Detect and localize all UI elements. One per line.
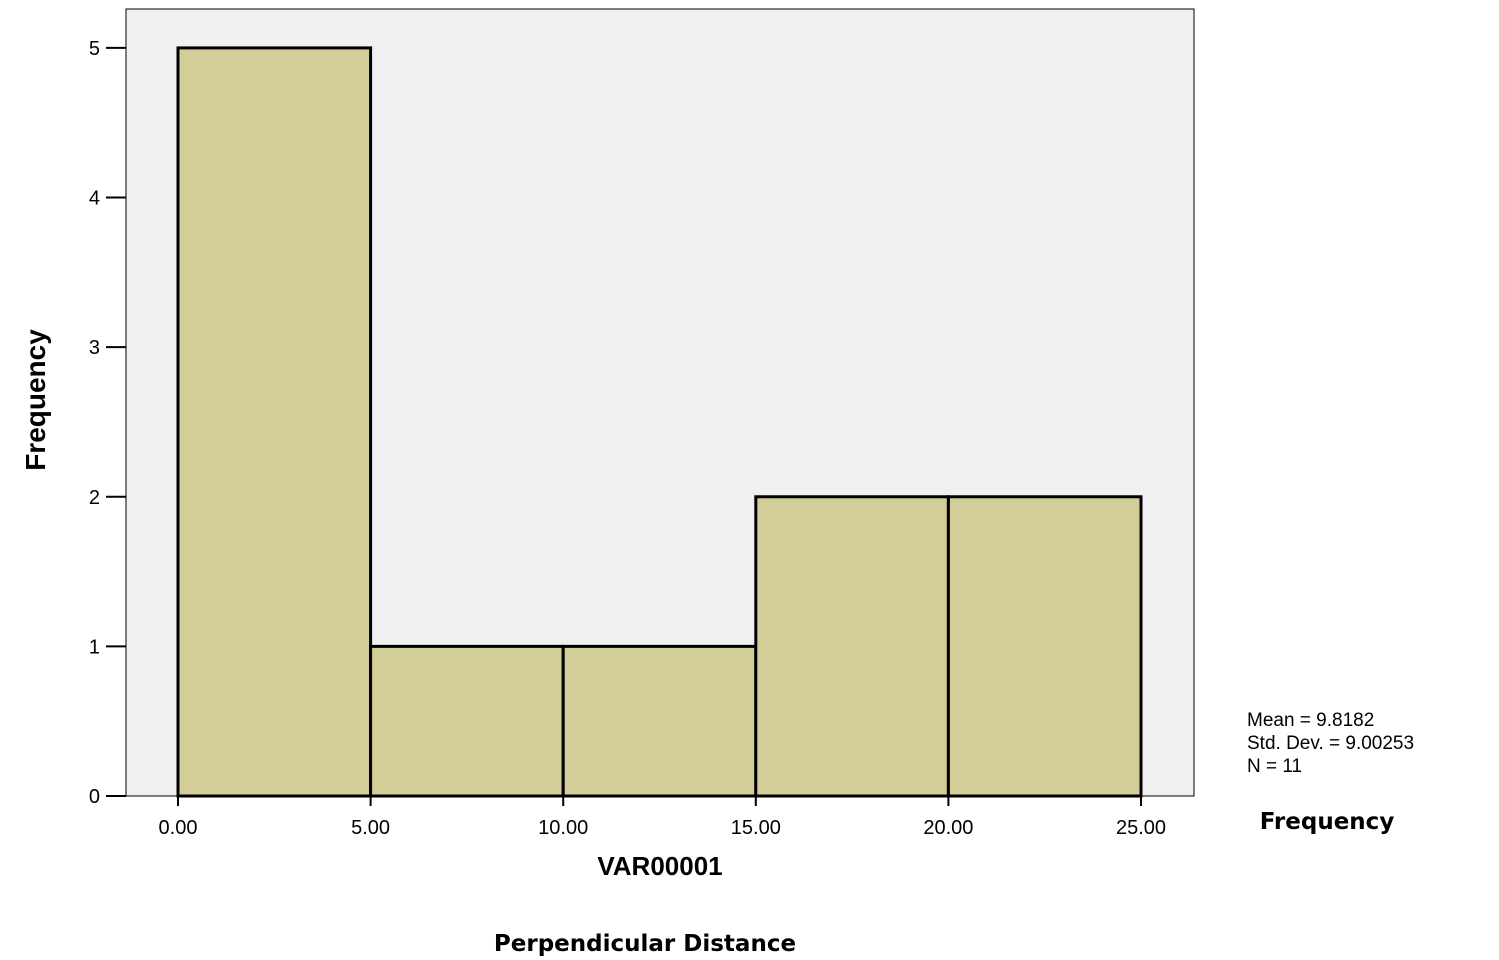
x-tick-label-5: 25.00: [1116, 817, 1166, 839]
bottom-caption: Perpendicular Distance: [494, 931, 796, 957]
stats-box: Mean = 9.8182 Std. Dev. = 9.00253 N = 11: [1247, 710, 1414, 777]
y-axis-title: Frequency: [20, 329, 51, 471]
x-axis: 0.00 5.00 10.00 15.00 20.00 25.00: [159, 796, 1166, 839]
x-tick-label-0: 0.00: [159, 817, 198, 839]
x-tick-label-3: 15.00: [731, 817, 781, 839]
y-tick-label-5: 5: [89, 38, 100, 60]
histogram-bar-2: [561, 644, 758, 798]
histogram-bars: [176, 46, 1143, 798]
y-tick-label-4: 4: [89, 188, 100, 210]
stats-std-dev: Std. Dev. = 9.00253: [1247, 733, 1414, 754]
stats-n: N = 11: [1247, 756, 1302, 777]
x-tick-label-2: 10.00: [538, 817, 588, 839]
stats-mean: Mean = 9.8182: [1247, 710, 1374, 731]
y-tick-label-0: 0: [89, 786, 100, 808]
x-tick-label-1: 5.00: [351, 817, 390, 839]
histogram-bar-1: [369, 644, 565, 798]
x-tick-label-4: 20.00: [923, 817, 973, 839]
right-caption: Frequency: [1260, 809, 1395, 835]
histogram-bar-0: [176, 46, 373, 798]
histogram-bar-3: [754, 495, 950, 798]
histogram-bar-4: [946, 495, 1143, 798]
y-axis: 0 1 2 3 4 5: [89, 38, 126, 808]
y-tick-label-2: 2: [89, 487, 100, 509]
x-axis-title: VAR00001: [597, 851, 722, 881]
y-tick-label-3: 3: [89, 337, 100, 359]
y-tick-label-1: 1: [89, 636, 100, 658]
